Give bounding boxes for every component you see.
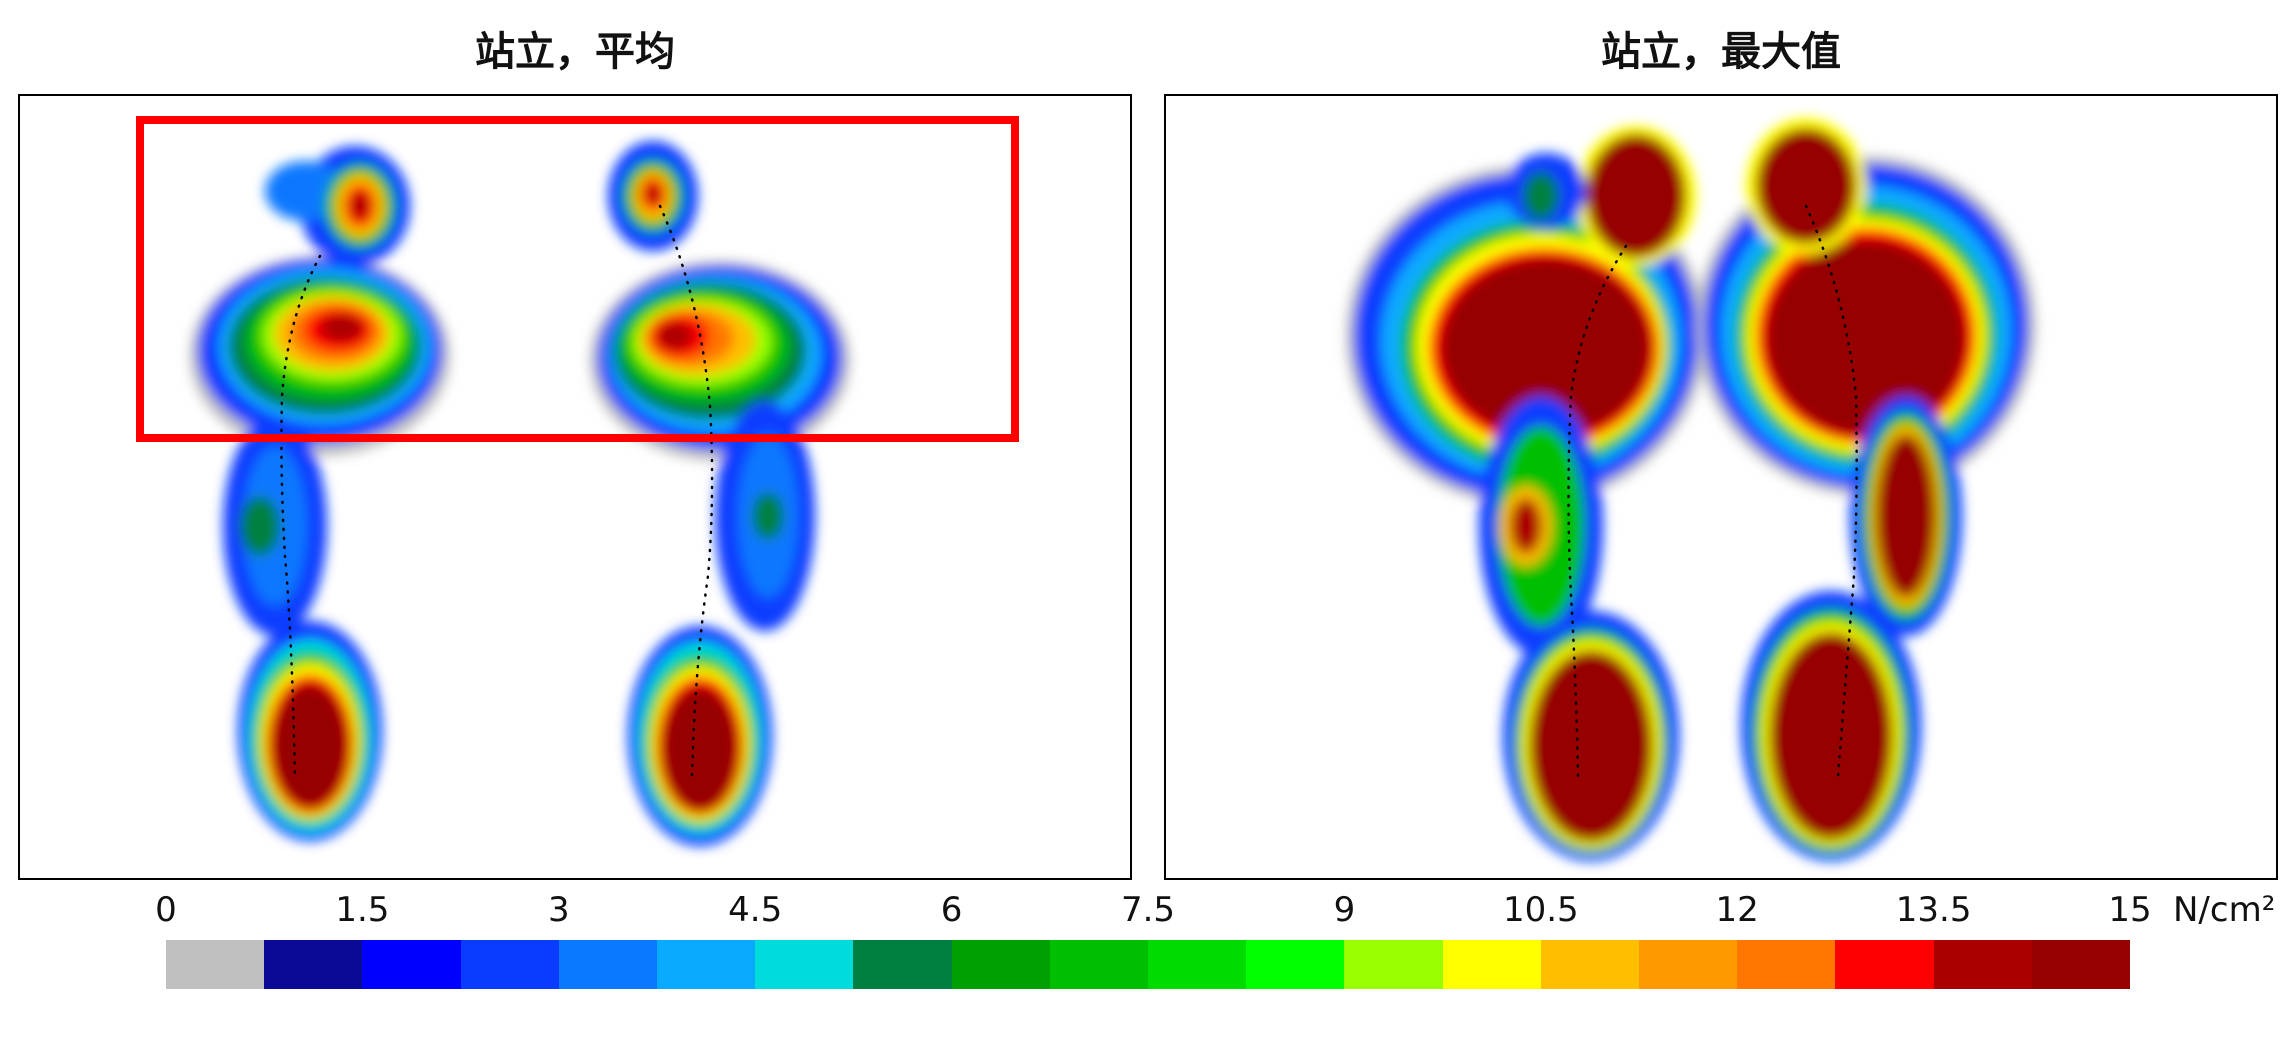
colorbar-tick-label: 9 xyxy=(1333,890,1356,930)
colorbar-cell xyxy=(1639,940,1738,989)
highlight-box xyxy=(136,116,1019,442)
colorbar-tick-label: 1.5 xyxy=(335,890,390,930)
title-average: 站立，平均 xyxy=(475,29,675,75)
colorbar-cell xyxy=(1933,940,2033,989)
colorbar-tick-label: 13.5 xyxy=(1895,890,1972,930)
colorbar-cell xyxy=(1049,940,1149,989)
colorbar-cell xyxy=(1246,940,1345,989)
colorbar-tick-label: 15 xyxy=(2108,890,2152,930)
cop-trajectory-left xyxy=(280,254,322,778)
colorbar-cell xyxy=(460,940,560,989)
pressure-map-average-svg xyxy=(136,116,1019,846)
left-foot-average xyxy=(190,146,450,841)
colorbar-cell xyxy=(362,940,462,989)
cop-trajectory-right xyxy=(658,204,714,778)
title-maximum: 站立，最大值 xyxy=(1601,29,1841,75)
pressure-map-maximum xyxy=(1164,94,2278,880)
colorbar-cell xyxy=(558,940,658,989)
pressure-map-average xyxy=(18,94,1132,880)
colorbar-unit: N/cm² xyxy=(2173,890,2276,930)
colorbar-cell xyxy=(755,940,854,989)
colorbar-tick-label: 4.5 xyxy=(728,890,783,930)
colorbar-cell xyxy=(1344,940,1444,989)
colorbar-tick-label: 0 xyxy=(155,890,177,930)
colorbar-tick-label: 10.5 xyxy=(1502,890,1579,930)
colorbar-cell xyxy=(166,940,265,989)
colorbar-cell xyxy=(853,940,953,989)
colorbar-cell xyxy=(1737,940,1836,989)
colorbar-tick-label: 7.5 xyxy=(1120,890,1176,930)
colorbar-tick-label: 12 xyxy=(1715,890,1759,930)
colorbar-cell xyxy=(951,940,1051,989)
left-foot-maximum xyxy=(1346,126,1706,861)
colorbar-cell xyxy=(264,940,363,989)
right-foot-maximum xyxy=(1696,118,2036,861)
colorbar-tick-label: 6 xyxy=(940,890,963,930)
colorbar-cell xyxy=(1835,940,1935,989)
colorbar-cell xyxy=(1540,940,1640,989)
right-foot-average xyxy=(590,141,850,846)
colorbar xyxy=(166,940,2131,989)
colorbar-cell xyxy=(2031,940,2131,989)
colorbar-cell xyxy=(1442,940,1542,989)
pressure-map-maximum-svg xyxy=(1346,118,2036,861)
colorbar-cell xyxy=(657,940,756,989)
colorbar-cell xyxy=(1148,940,1247,989)
colorbar-tick-label: 3 xyxy=(547,890,570,930)
